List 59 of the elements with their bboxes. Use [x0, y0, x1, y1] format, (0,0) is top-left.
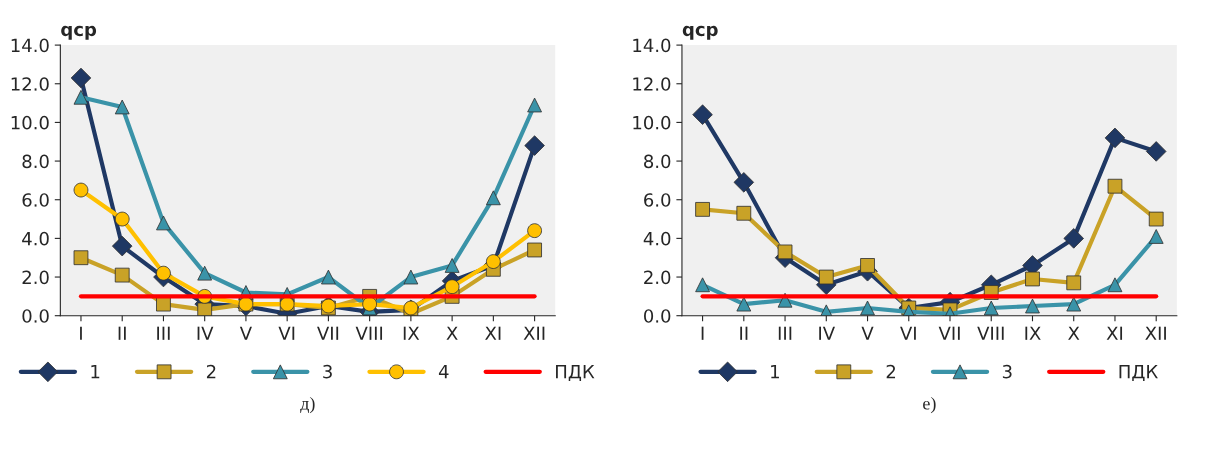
y-axis-title: qcp — [682, 25, 718, 40]
y-tick-label: 6.0 — [22, 193, 49, 207]
x-tick-label: XI — [1106, 326, 1123, 340]
point — [1145, 141, 1167, 162]
x-tick-label: XII — [1145, 326, 1166, 340]
legend-label: 4 — [438, 364, 449, 379]
legend-label: ПДК — [556, 364, 595, 381]
y-tick-label: 8.0 — [22, 154, 49, 169]
y-tick-label: 4.0 — [22, 231, 49, 246]
text: е) — [923, 396, 936, 414]
y-tick-label: 4.0 — [643, 231, 671, 246]
x-tick-label: I — [701, 326, 704, 340]
legend-label: ПДК — [1119, 364, 1158, 381]
x-tick-label: III — [778, 326, 792, 340]
legend-label: 1 — [771, 364, 779, 379]
point — [1066, 275, 1082, 291]
x-tick-label: IV — [819, 326, 835, 340]
x-tick-label: XI — [485, 326, 501, 340]
x-tick-label: IX — [403, 326, 420, 340]
y-tick-label: 2.0 — [22, 270, 49, 285]
x-tick-label: V — [861, 326, 874, 340]
legend-label: 2 — [886, 364, 896, 379]
x-tick-label: V — [239, 326, 252, 340]
x-tick-label: VI — [278, 326, 295, 340]
y-tick-label: 14.0 — [633, 38, 671, 53]
y-tick-label: 8.0 — [644, 154, 671, 169]
x-tick-label: X — [446, 326, 458, 340]
x-tick-label: II — [118, 326, 126, 340]
x-tick-label: VII — [938, 326, 960, 340]
point — [695, 202, 710, 217]
point — [1107, 178, 1123, 194]
x-tick-label: I — [80, 326, 82, 340]
y-tick-label: 2.0 — [644, 270, 671, 285]
y-tick-label: 14.0 — [11, 38, 49, 53]
x-tick-label: IV — [197, 326, 214, 340]
x-tick-label: VIII — [355, 326, 383, 340]
y-tick-label: 12.0 — [633, 77, 671, 91]
x-tick-label: VI — [900, 326, 916, 340]
y-tick-label: 0.0 — [22, 309, 49, 323]
y-axis-title: qcp — [61, 25, 97, 40]
legend-label: 2 — [206, 364, 216, 379]
y-tick-label: 0.0 — [644, 309, 671, 323]
x-tick-label: IX — [1025, 326, 1041, 340]
x-tick-label: VII — [317, 326, 339, 340]
legend-label: 3 — [1002, 364, 1012, 379]
x-tick-label: X — [1068, 326, 1080, 340]
y-tick-label: 10.0 — [633, 115, 671, 130]
y-tick-label: 10.0 — [11, 115, 49, 130]
x-tick-label: II — [740, 326, 748, 340]
point — [527, 242, 542, 258]
y-tick-label: 12.0 — [11, 77, 49, 91]
x-tick-label: VIII — [977, 326, 1004, 340]
legend-label: 3 — [323, 364, 332, 379]
x-tick-label: III — [157, 326, 170, 340]
y-tick-label: 6.0 — [644, 193, 671, 207]
legend-label: 1 — [91, 364, 100, 379]
x-tick-label: XII — [523, 326, 545, 340]
text: д) — [300, 396, 315, 414]
point — [777, 244, 793, 260]
